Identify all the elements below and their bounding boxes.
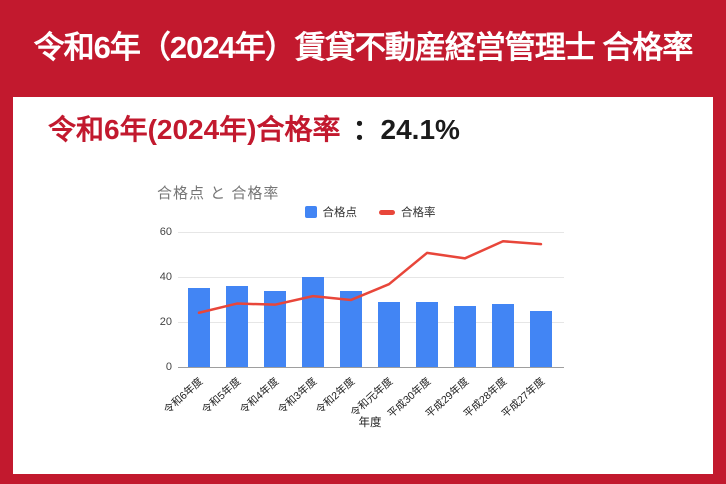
gridline-y-40 [178, 276, 564, 278]
pass-rate-line [197, 239, 543, 315]
y-tick-label-0: 0 [165, 360, 172, 373]
y-tick-label-40: 40 [159, 270, 172, 283]
pass-rate-heading-value: ：24.1% [352, 114, 460, 145]
bar-平成30年度 [416, 301, 438, 367]
gridline-y-20 [178, 321, 564, 323]
bar-series-swatch-icon [304, 206, 317, 218]
gridline-y-0 [178, 366, 564, 368]
legend-label-bar-series: 合格点 [322, 207, 358, 219]
y-tick-label-60: 60 [159, 225, 172, 238]
banner-title: 令和6年（2024年）賃貸不動産経営管理士 合格率 [33, 30, 694, 65]
chart-legend: 合格点 合格率 [180, 204, 560, 220]
legend-label-line-series: 合格率 [401, 207, 436, 219]
chart-title: 合格点 と 合格率 [157, 185, 280, 202]
bar-令和4年度 [264, 290, 286, 367]
bar-平成28年度 [492, 304, 514, 367]
chart-plot-area [178, 231, 564, 368]
bar-平成27年度 [530, 310, 552, 367]
bar-令和元年度 [378, 301, 400, 367]
legend-item-line-series: 合格率 [379, 204, 436, 220]
line-series-swatch-icon [379, 209, 395, 215]
legend-item-bar-series: 合格点 [304, 204, 358, 220]
bar-平成29年度 [454, 306, 476, 367]
x-axis-title: 年度 [358, 417, 382, 429]
gridline-y-60 [178, 231, 564, 233]
bar-令和2年度 [340, 290, 362, 367]
bar-令和5年度 [226, 286, 248, 367]
pass-rate-heading: 令和6年(2024年)合格率 ：24.1% [48, 108, 460, 148]
bar-令和6年度 [188, 288, 210, 367]
y-tick-label-20: 20 [159, 315, 172, 328]
bar-令和3年度 [302, 277, 324, 367]
content-card [13, 97, 713, 474]
pass-rate-heading-label: 令和6年(2024年)合格率 [48, 114, 341, 145]
